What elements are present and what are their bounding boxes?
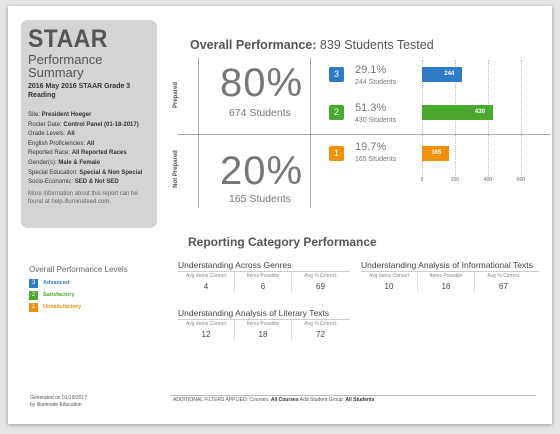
not-prepared-label: Not Prepared	[172, 150, 179, 188]
level-1-percent: 19.7%	[355, 141, 387, 153]
category-rule	[178, 319, 350, 320]
prepared-divider	[178, 134, 550, 135]
stat-cell: Avg % Correct 69	[304, 273, 337, 291]
axis-tick-label: 0	[420, 177, 424, 183]
meta-ses: Socio-Economic: SED & Not SED	[28, 179, 119, 186]
category-rule	[361, 271, 539, 272]
legend-box-2: 2	[29, 290, 38, 300]
legend-item-unsatisfactory: 1 Unsatisfactory	[29, 302, 128, 312]
overall-title: Overall Performance: 839 Students Tested	[190, 38, 434, 52]
level-3-percent: 29.1%	[355, 64, 387, 76]
legend-item-satisfactory: 2 Satisfactory	[29, 290, 128, 300]
meta-race: Reported Race: All Reported Races	[28, 150, 127, 157]
report-page: STAAR Performance Summary 2016 May 2016 …	[8, 6, 552, 424]
axis-tick-label: 200	[450, 177, 460, 183]
filter-meta: Site: President Hoeger Roster Date: Cont…	[28, 111, 150, 206]
axis-tick-label: 600	[516, 177, 526, 183]
level-2-badge: 2	[329, 105, 344, 120]
meta-english: English Proficiencies: All	[28, 140, 95, 147]
legend-label: Satisfactory	[43, 292, 75, 298]
level-2-students: 430 Students	[355, 117, 397, 124]
category-rule	[178, 271, 350, 272]
meta-gender: Gender(s): Male & Female	[28, 159, 101, 166]
prepared-label: Prepared	[173, 81, 180, 109]
footer-rule	[170, 395, 536, 396]
not-prepared-percent: 20%	[220, 149, 304, 193]
level-3-bar: 244	[422, 67, 463, 82]
legend-box-3: 3	[29, 278, 38, 288]
axis-tick-label: 400	[483, 177, 493, 183]
level-3-students: 244 Students	[355, 79, 397, 86]
level-1-bar: 165	[422, 146, 450, 161]
level-1-students: 165 Students	[355, 156, 397, 163]
legend-label: Advanced	[43, 280, 70, 286]
stat-cell: Avg % Correct 67	[487, 273, 520, 291]
not-prepared-students: 165 Students	[229, 193, 291, 205]
level-2-bar: 430	[422, 105, 493, 120]
meta-grade: Grade Levels: All	[28, 131, 75, 138]
legend-title: Overall Performance Levels	[29, 265, 128, 274]
grid-line	[521, 60, 522, 176]
level-3-badge: 3	[329, 67, 344, 82]
category-stats: Avg Items Correct 10 Items Possible 16 Avg…	[361, 272, 539, 291]
category-stats: Avg Items Correct 4 Items Possible 6 Avg %…	[178, 272, 350, 291]
report-line: 2016 May 2016 STAAR Grade 3 Reading	[28, 83, 131, 99]
meta-sped: Special Education: Special & Non Special	[28, 169, 143, 176]
stat-cell: Avg Items Correct 10	[361, 272, 418, 291]
reporting-title: Reporting Category Performance	[188, 235, 377, 249]
category-name: Understanding Across Genres	[178, 260, 292, 270]
stat-cell: Avg Items Correct 4	[178, 272, 235, 291]
chart-divider-left	[198, 58, 199, 208]
summary-card: STAAR Performance Summary 2016 May 2016 …	[21, 20, 157, 228]
category-literary-texts: Understanding Analysis of Literary Texts…	[178, 308, 350, 339]
level-2-percent: 51.3%	[355, 102, 387, 114]
prepared-percent: 80%	[220, 61, 304, 105]
performance-legend: Overall Performance Levels 3 Advanced 2 …	[29, 265, 128, 314]
category-stats: Avg Items Correct 12 Items Possible 18 Avg…	[178, 320, 350, 339]
meta-roster: Roster Date: Control Panel (01-18-2017)	[28, 121, 139, 128]
category-name: Understanding Analysis of Informational …	[361, 260, 533, 270]
chart-divider-mid	[310, 58, 311, 208]
card-subtitle: Performance Summary	[28, 52, 103, 80]
meta-note: More information about this report can b…	[28, 190, 138, 205]
category-name: Understanding Analysis of Literary Texts	[178, 308, 330, 318]
meta-site: Site: President Hoeger	[28, 112, 92, 118]
legend-item-advanced: 3 Advanced	[29, 278, 128, 288]
level-1-badge: 1	[329, 146, 344, 161]
additional-filters: ADDITIONAL FILTERS APPLIED: Courses: All…	[173, 397, 375, 403]
stat-cell: Avg % Correct 72	[304, 321, 337, 339]
stat-cell: Avg Items Correct 12	[178, 320, 235, 339]
card-title: STAAR	[28, 25, 108, 53]
stat-cell: Items Possible 6	[235, 272, 292, 291]
stat-cell: Items Possible 18	[235, 320, 292, 339]
category-informational-texts: Understanding Analysis of Informational …	[361, 260, 539, 291]
category-across-genres: Understanding Across Genres Avg Items Co…	[178, 260, 350, 291]
generated-note: Generated on 01/19/2017 by Illuminate Ed…	[30, 395, 87, 408]
legend-label: Unsatisfactory	[43, 304, 82, 310]
stat-cell: Items Possible 16	[418, 272, 475, 291]
legend-box-1: 1	[29, 302, 38, 312]
prepared-students: 674 Students	[229, 107, 291, 119]
